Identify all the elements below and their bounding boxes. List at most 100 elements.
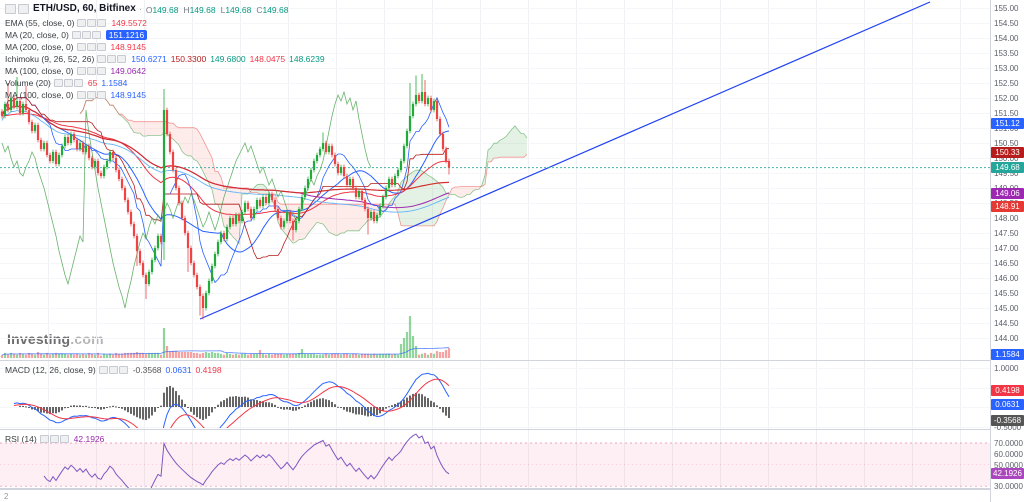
legend-row-ichimoku[interactable]: Ichimoku (9, 26, 52, 26) 150.6271 150.33… — [5, 53, 329, 64]
indicator-name: RSI (14) — [5, 433, 37, 444]
indicator-name: MACD (12, 26, close, 9) — [5, 364, 96, 375]
close-icon[interactable] — [96, 90, 106, 99]
settings-icon[interactable] — [86, 90, 96, 99]
volume-value: 65 — [87, 77, 98, 88]
macd-signal-value: 0.4198 — [195, 364, 222, 375]
senkou-b-value: 148.0475 — [249, 53, 286, 64]
close-icon[interactable] — [73, 78, 83, 87]
close-icon[interactable] — [59, 434, 69, 443]
settings-icon[interactable] — [107, 54, 117, 63]
legend-icons — [97, 54, 127, 63]
close-icon[interactable] — [96, 66, 106, 75]
ohlc-values: O149.68 H149.68 L149.68 C149.68 — [146, 0, 294, 18]
close-icon[interactable] — [97, 18, 107, 27]
settings-icon[interactable] — [108, 365, 118, 374]
axis-label: 60.0000 — [994, 449, 1023, 459]
legend-row-ma100b[interactable]: MA (100, close, 0) 148.9145 — [5, 89, 329, 100]
axis-label: 50.0000 — [994, 460, 1023, 470]
legend-row-ma20[interactable]: MA (20, close, 0) 151.1216 — [5, 29, 329, 40]
eye-icon[interactable] — [71, 30, 81, 39]
price-badge: 151.12 — [991, 118, 1024, 129]
axis-label: 146.00 — [994, 274, 1019, 283]
legend-icons — [76, 66, 107, 75]
symbol-title-row[interactable]: ETH/USD, 60, Bitfinex · O149.68 H149.68 L1… — [5, 2, 329, 15]
axis-label: 153.50 — [994, 49, 1019, 58]
macd-hist-value: -0.3568 — [132, 364, 162, 375]
legend-row-macd[interactable]: MACD (12, 26, close, 9) -0.3568 0.0631 0… — [5, 364, 226, 375]
title-separator: · — [138, 3, 142, 14]
indicator-value: 149.5572 — [111, 17, 147, 28]
high-label: H — [183, 4, 190, 15]
chart-menu-icon[interactable] — [18, 3, 29, 14]
axis-label: 1.0000 — [994, 364, 1019, 373]
price-badge: 149.68 — [991, 162, 1024, 173]
time-axis-label: 2 — [4, 492, 9, 501]
axis-label: 145.00 — [994, 304, 1019, 313]
indicator-name: Ichimoku (9, 26, 52, 26) — [5, 53, 95, 64]
macd-badge: 0.4198 — [991, 385, 1024, 396]
settings-icon[interactable] — [86, 42, 96, 51]
axis-label: 146.50 — [994, 259, 1019, 268]
axis-label: 150.00 — [994, 154, 1019, 163]
settings-icon[interactable] — [63, 78, 73, 87]
legend-icons — [76, 42, 107, 51]
indicator-name: MA (100, close, 0) — [5, 65, 74, 76]
price-badge: 149.06 — [991, 188, 1024, 199]
eye-icon[interactable] — [39, 434, 49, 443]
rsi-value: 42.1926 — [73, 433, 105, 444]
senkou-a-value: 149.6800 — [210, 53, 246, 64]
price-badge: 1.1584 — [991, 349, 1024, 360]
legend-row-ma200[interactable]: MA (200, close, 0) 148.9145 — [5, 41, 329, 52]
close-icon[interactable] — [96, 42, 106, 51]
eye-icon[interactable] — [76, 66, 86, 75]
axis-label: 147.50 — [994, 229, 1019, 238]
chart-style-icon[interactable] — [5, 3, 16, 14]
kijun-value: 150.3300 — [170, 53, 207, 64]
legend-row-ema55[interactable]: EMA (55, close, 0) 149.5572 — [5, 17, 329, 28]
axis-label: 144.00 — [994, 334, 1019, 343]
axis-label: 150.50 — [994, 139, 1019, 148]
low-value: 149.68 — [225, 4, 252, 15]
close-value: 149.68 — [262, 4, 289, 15]
price-axis[interactable]: 155.00 154.50 154.00 153.50 153.00 152.50 152.… — [990, 0, 1024, 502]
axis-label: 147.00 — [994, 244, 1019, 253]
indicator-name: MA (100, close, 0) — [5, 89, 74, 100]
eye-icon[interactable] — [77, 18, 87, 27]
tenkan-value: 150.6271 — [131, 53, 167, 64]
eye-icon[interactable] — [76, 42, 86, 51]
eye-icon[interactable] — [76, 90, 86, 99]
legend-icons — [39, 434, 70, 443]
open-label: O — [145, 4, 153, 15]
axis-label: 145.50 — [994, 289, 1019, 298]
legend-row-ma100[interactable]: MA (100, close, 0) 149.0642 — [5, 65, 329, 76]
eye-icon[interactable] — [98, 365, 108, 374]
rsi-legend: RSI (14) 42.1926 — [5, 433, 108, 445]
settings-icon[interactable] — [86, 66, 96, 75]
settings-icon[interactable] — [49, 434, 59, 443]
macd-badge: -0.3568 — [991, 415, 1024, 426]
axis-label: 152.50 — [994, 79, 1019, 88]
legend-icons — [98, 365, 129, 374]
close-icon[interactable] — [91, 30, 101, 39]
close-icon[interactable] — [118, 365, 128, 374]
settings-icon[interactable] — [81, 30, 91, 39]
legend-icons — [77, 18, 107, 27]
settings-icon[interactable] — [87, 18, 97, 27]
macd-line-value: 0.0631 — [165, 364, 192, 375]
axis-label: 155.00 — [994, 4, 1019, 13]
open-value: 149.68 — [152, 4, 179, 15]
legend-row-rsi[interactable]: RSI (14) 42.1926 — [5, 433, 108, 444]
eye-icon[interactable] — [97, 54, 107, 63]
price-badge: 148.91 — [991, 201, 1024, 212]
indicator-value: 148.9145 — [110, 89, 146, 100]
eye-icon[interactable] — [53, 78, 63, 87]
price-badge: 150.33 — [991, 147, 1024, 158]
axis-label: 149.50 — [994, 169, 1019, 178]
indicator-name: EMA (55, close, 0) — [5, 17, 75, 28]
rsi-badge: 42.1926 — [991, 468, 1024, 479]
legend-row-volume[interactable]: Volume (20) 65 1.1584 — [5, 77, 329, 88]
close-icon[interactable] — [117, 54, 127, 63]
time-axis[interactable]: 2 — [0, 489, 1024, 502]
